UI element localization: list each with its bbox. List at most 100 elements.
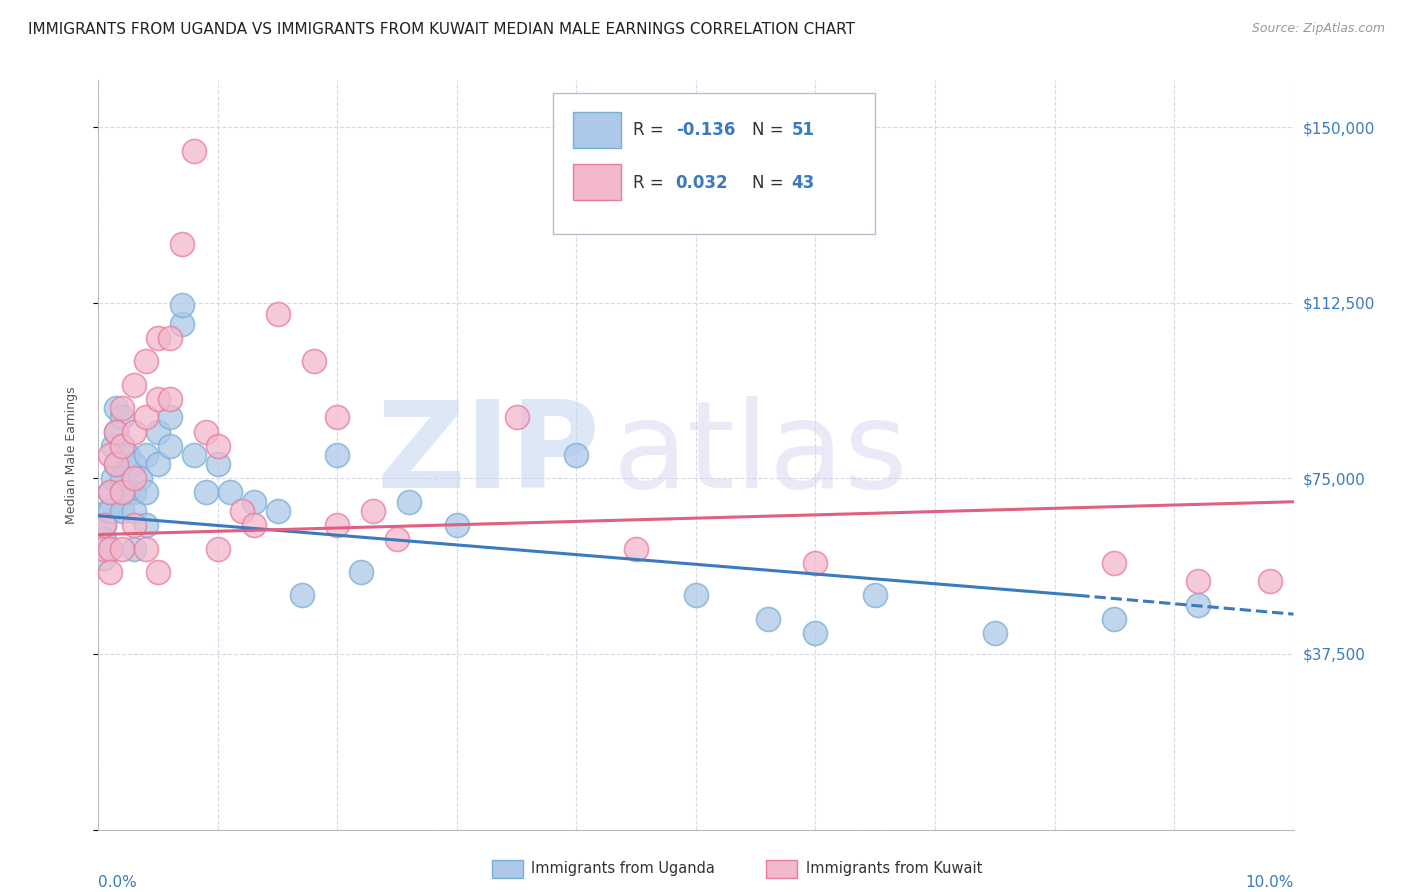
Text: N =: N =	[752, 174, 789, 192]
Point	[243, 494, 266, 508]
Point	[148, 457, 170, 471]
Point	[172, 237, 194, 252]
Point	[124, 541, 146, 556]
Point	[124, 425, 146, 439]
Point	[804, 556, 827, 570]
Point	[1104, 612, 1126, 626]
Point	[124, 471, 146, 485]
Point	[111, 439, 134, 453]
Point	[93, 532, 115, 546]
Point	[363, 504, 385, 518]
Point	[135, 448, 157, 462]
Point	[565, 448, 588, 462]
Point	[111, 401, 134, 416]
Point	[105, 457, 128, 471]
Point	[101, 439, 124, 453]
Point	[267, 504, 290, 518]
Point	[398, 494, 420, 508]
Point	[195, 425, 218, 439]
Point	[111, 471, 134, 485]
Point	[1187, 574, 1209, 589]
Point	[148, 331, 170, 345]
Point	[93, 518, 115, 533]
Point	[93, 541, 115, 556]
FancyBboxPatch shape	[553, 93, 876, 234]
Point	[117, 485, 139, 500]
Point	[111, 410, 134, 425]
Point	[350, 565, 373, 579]
Text: Source: ZipAtlas.com: Source: ZipAtlas.com	[1251, 22, 1385, 36]
Point	[105, 425, 128, 439]
Text: -0.136: -0.136	[676, 121, 735, 139]
Point	[506, 410, 529, 425]
Point	[243, 518, 266, 533]
Text: N =: N =	[752, 121, 789, 139]
Bar	[572, 164, 620, 200]
Point	[98, 541, 122, 556]
Point	[98, 541, 122, 556]
Point	[326, 448, 349, 462]
Point	[159, 410, 181, 425]
Point	[159, 331, 181, 345]
Point	[135, 410, 157, 425]
Point	[195, 485, 218, 500]
Point	[385, 532, 409, 546]
Point	[1104, 556, 1126, 570]
Point	[326, 518, 349, 533]
Text: 0.0%: 0.0%	[98, 874, 138, 889]
Point	[159, 439, 181, 453]
Point	[984, 626, 1007, 640]
Point	[135, 354, 157, 368]
Point	[111, 439, 134, 453]
Text: 10.0%: 10.0%	[1246, 874, 1294, 889]
Text: 0.032: 0.032	[676, 174, 728, 192]
Point	[172, 298, 194, 312]
Point	[207, 439, 229, 453]
Point	[124, 518, 146, 533]
Point	[446, 518, 468, 533]
Point	[98, 504, 122, 518]
Point	[124, 485, 146, 500]
Point	[135, 518, 157, 533]
Point	[93, 551, 115, 566]
Point	[148, 392, 170, 406]
Point	[148, 565, 170, 579]
Text: 51: 51	[792, 121, 814, 139]
Text: Immigrants from Kuwait: Immigrants from Kuwait	[806, 862, 981, 876]
Point	[172, 317, 194, 331]
Text: 43: 43	[792, 174, 815, 192]
Y-axis label: Median Male Earnings: Median Male Earnings	[65, 386, 77, 524]
Point	[326, 410, 349, 425]
Point	[219, 485, 242, 500]
Point	[804, 626, 827, 640]
Point	[129, 471, 152, 485]
Point	[148, 425, 170, 439]
Text: atlas: atlas	[613, 396, 908, 514]
Text: IMMIGRANTS FROM UGANDA VS IMMIGRANTS FROM KUWAIT MEDIAN MALE EARNINGS CORRELATIO: IMMIGRANTS FROM UGANDA VS IMMIGRANTS FRO…	[28, 22, 855, 37]
Bar	[572, 112, 620, 148]
Point	[626, 541, 648, 556]
Point	[756, 612, 779, 626]
Text: R =: R =	[633, 121, 669, 139]
Point	[135, 541, 157, 556]
Point	[159, 392, 181, 406]
Point	[117, 448, 139, 462]
Point	[183, 144, 205, 158]
Point	[111, 504, 134, 518]
Point	[111, 485, 134, 500]
Point	[97, 504, 120, 518]
Point	[183, 448, 205, 462]
Point	[93, 518, 115, 533]
Point	[105, 401, 128, 416]
Point	[207, 457, 229, 471]
Point	[267, 307, 290, 321]
Text: R =: R =	[633, 174, 669, 192]
Point	[105, 425, 128, 439]
Point	[685, 589, 707, 603]
Point	[865, 589, 887, 603]
Point	[135, 485, 157, 500]
Point	[98, 485, 122, 500]
Point	[111, 541, 134, 556]
Point	[1258, 574, 1281, 589]
Point	[231, 504, 253, 518]
